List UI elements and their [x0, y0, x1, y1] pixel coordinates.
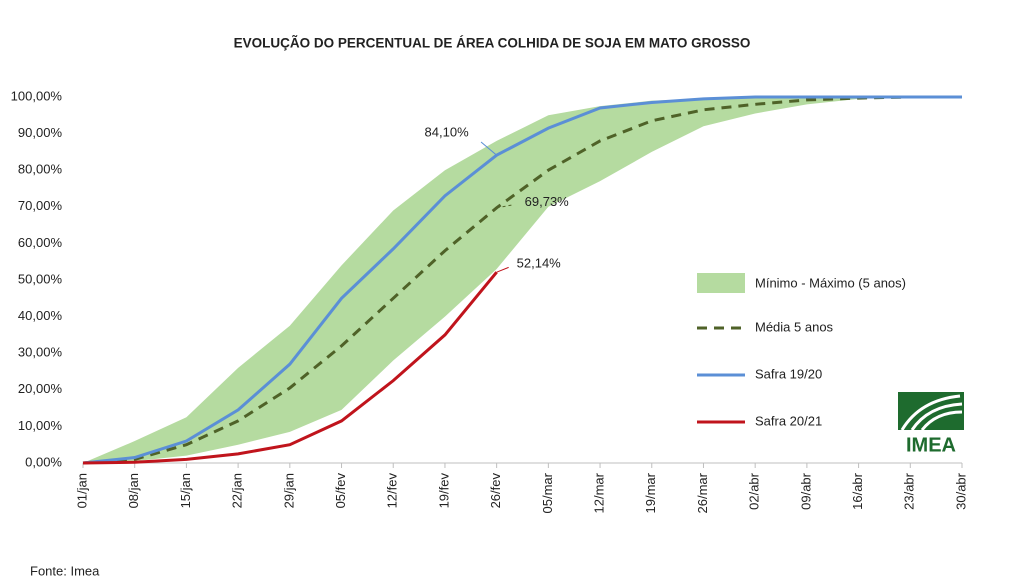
series-line	[82, 95, 962, 465]
value-label: 69,73%	[525, 194, 570, 209]
x-tick-label: 26/mar	[695, 472, 710, 513]
x-tick-label: 23/abr	[902, 472, 917, 510]
x-tick-label: 05/fev	[333, 473, 348, 509]
label-leader	[480, 141, 497, 156]
logo-stripes	[900, 394, 963, 431]
y-tick-label: 70,00%	[18, 198, 63, 213]
x-tick-label: 26/fev	[488, 473, 503, 509]
y-tick-label: 10,00%	[18, 418, 63, 433]
x-tick-label: 09/abr	[798, 472, 813, 510]
y-tick-label: 50,00%	[18, 271, 63, 286]
x-tick-label: 08/jan	[126, 473, 141, 508]
x-tick-label: 30/abr	[953, 472, 968, 510]
legend-swatch	[697, 273, 745, 293]
y-tick-label: 40,00%	[18, 308, 63, 323]
x-tick-label: 16/abr	[850, 472, 865, 510]
x-tick-label: 02/abr	[747, 472, 762, 510]
series-line	[82, 271, 498, 465]
y-tick-label: 90,00%	[18, 125, 63, 140]
x-tick-label: 22/jan	[230, 473, 245, 508]
y-tick-label: 60,00%	[18, 235, 63, 250]
chart-title: EVOLUÇÃO DO PERCENTUAL DE ÁREA COLHIDA D…	[234, 36, 751, 51]
legend-label: Mínimo - Máximo (5 anos)	[755, 275, 906, 290]
y-tick-label: 30,00%	[18, 345, 63, 360]
x-tick-label: 29/jan	[281, 473, 296, 508]
y-tick-label: 20,00%	[18, 381, 63, 396]
legend-label: Média 5 anos	[755, 319, 834, 334]
x-tick-label: 05/mar	[540, 472, 555, 513]
legend-label: Safra 20/21	[755, 413, 822, 428]
x-tick-label: 19/mar	[643, 472, 658, 513]
y-tick-label: 100,00%	[11, 88, 63, 103]
y-tick-label: 0,00%	[25, 454, 62, 469]
label-leader	[496, 266, 509, 273]
y-tick-label: 80,00%	[18, 162, 63, 177]
x-tick-label: 12/mar	[591, 472, 606, 513]
source: Fonte: Imea	[30, 563, 100, 578]
legend-label: Safra 19/20	[755, 366, 822, 381]
x-tick-label: 12/fev	[385, 473, 400, 509]
value-label: 52,14%	[517, 256, 562, 271]
min-max-band	[83, 97, 962, 463]
label-leader	[496, 204, 514, 209]
x-tick-label: 15/jan	[178, 473, 193, 508]
x-tick-label: 01/jan	[74, 473, 89, 508]
logo: IMEA	[898, 392, 964, 456]
value-label: 84,10%	[425, 125, 470, 140]
series-line	[82, 95, 962, 465]
x-tick-label: 19/fev	[436, 473, 451, 509]
logo-text: IMEA	[906, 434, 956, 456]
